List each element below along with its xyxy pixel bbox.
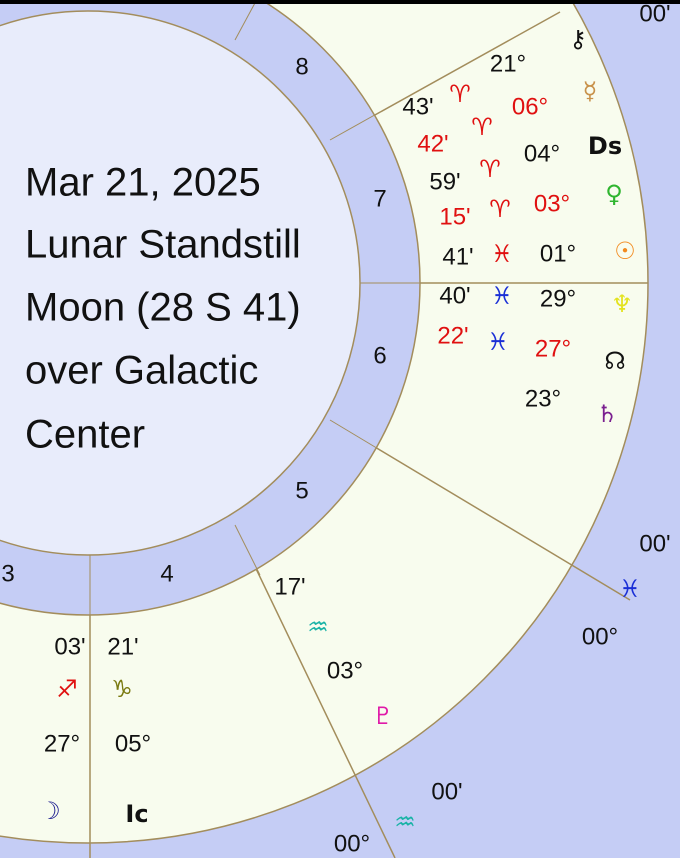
sign-glyph: ♐ <box>56 675 78 703</box>
cusp-line <box>329 111 381 141</box>
planet-glyph: ☿ <box>583 77 598 105</box>
cusp-degree: 00° <box>334 830 370 857</box>
cusp-minutes: 00' <box>431 778 462 805</box>
house-number: 5 <box>295 477 308 504</box>
caption-line: Lunar Standstill <box>25 223 301 267</box>
minutes: 17' <box>274 573 305 600</box>
cusp-sign: ♒ <box>394 808 416 836</box>
caption-line: Mar 21, 2025 <box>25 161 261 205</box>
sign-glyph: ♈ <box>479 155 501 183</box>
degree: 27° <box>44 730 80 757</box>
planet-glyph: Ic <box>125 800 148 828</box>
sign-glyph: ♓ <box>491 240 513 268</box>
cusp-sign: ♓ <box>619 575 641 603</box>
minutes: 40' <box>439 282 470 309</box>
cusp-line <box>234 524 261 576</box>
sign-glyph: ♈ <box>489 195 511 223</box>
minutes: 43' <box>402 93 433 120</box>
degree: 05° <box>115 730 151 757</box>
sign-glyph: ♒ <box>307 613 329 641</box>
house-number: 4 <box>160 560 173 587</box>
minutes: 22' <box>437 322 468 349</box>
degree: 29° <box>540 285 576 312</box>
cusp-minutes: 00' <box>639 0 670 27</box>
house-number: 6 <box>373 342 386 369</box>
degree: 01° <box>540 240 576 267</box>
planet-glyph: ♇ <box>372 702 394 730</box>
planet-glyph: ⚷ <box>569 25 587 53</box>
top-edge <box>0 0 680 4</box>
planet-glyph: ♄ <box>596 400 618 428</box>
house-number: 7 <box>373 185 386 212</box>
minutes: 03' <box>54 633 85 660</box>
cusp-line <box>234 0 258 41</box>
cusp-line <box>329 419 381 451</box>
center-circle <box>0 10 361 556</box>
degree: 03° <box>534 190 570 217</box>
cusp-minutes: 00' <box>639 530 670 557</box>
degree: 04° <box>524 140 560 167</box>
planet-glyph: ☊ <box>604 347 625 375</box>
planet-glyph: ♆ <box>611 290 633 318</box>
caption-line: Center <box>25 413 145 457</box>
degree: 06° <box>512 93 548 120</box>
degree: 27° <box>535 335 571 362</box>
degree: 23° <box>525 385 561 412</box>
sign-glyph: ♑ <box>111 675 133 703</box>
house-number: 3 <box>1 560 14 587</box>
cusp-degree: 00° <box>582 623 618 650</box>
cusp-line <box>234 524 396 858</box>
minutes: 21' <box>107 633 138 660</box>
planet-glyph: ☉ <box>614 237 636 265</box>
minutes: 59' <box>429 168 460 195</box>
degree: 03° <box>327 657 363 684</box>
degree: 21° <box>490 50 526 77</box>
sign-glyph: ♈ <box>449 80 471 108</box>
minutes: 15' <box>439 203 470 230</box>
planet-glyph: ♀ <box>605 180 623 208</box>
house-number: 8 <box>295 53 308 80</box>
planet-glyph: ☽ <box>39 797 61 825</box>
minutes: 41' <box>442 243 473 270</box>
caption-line: Moon (28 S 41) <box>25 286 301 330</box>
sign-glyph: ♓ <box>491 282 513 310</box>
planet-glyph: Ds <box>588 132 622 160</box>
caption-line: over Galactic <box>25 349 258 393</box>
minutes: 42' <box>417 130 448 157</box>
sign-glyph: ♓ <box>487 328 509 356</box>
sign-glyph: ♈ <box>471 113 493 141</box>
